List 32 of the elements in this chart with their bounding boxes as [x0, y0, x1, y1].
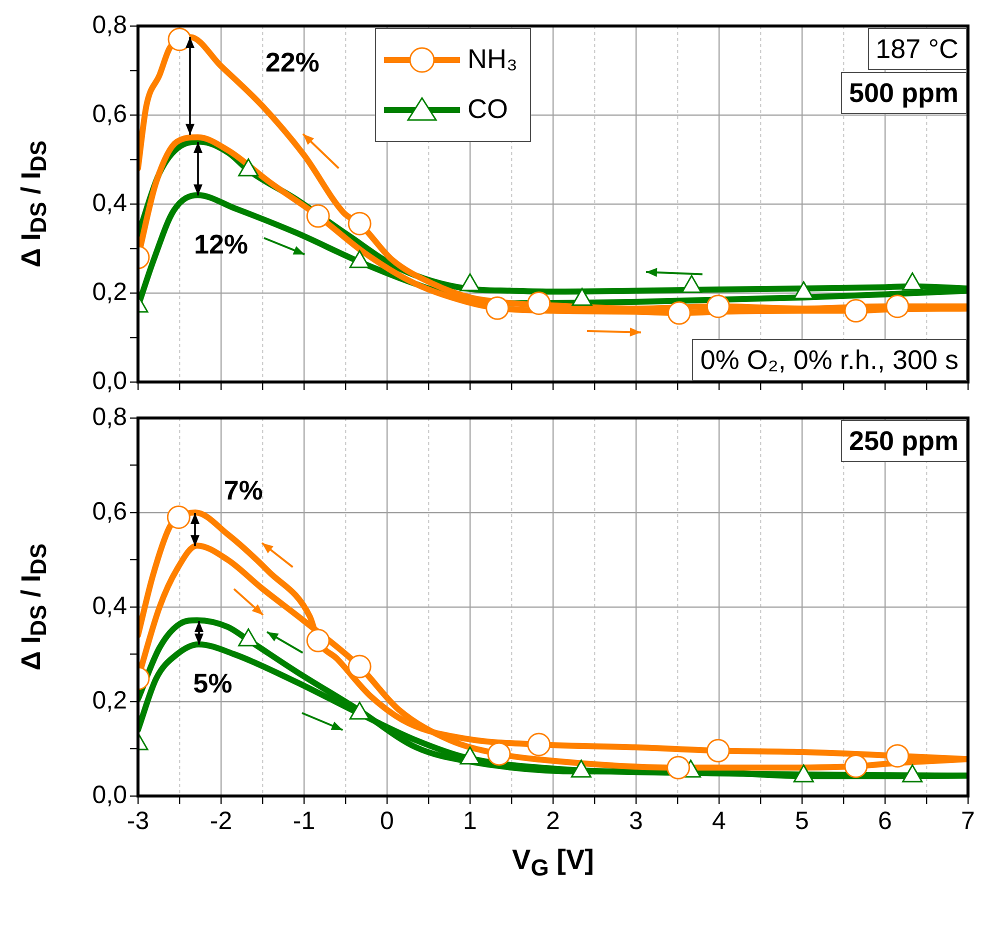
x-axis-title: V$_{G}$ [V] [511, 844, 595, 882]
y-tick-label: 0,2 [92, 278, 127, 306]
x-tick-label: -2 [210, 806, 232, 835]
annotation: 7% [224, 476, 263, 507]
y-tick-label: 0,6 [92, 497, 127, 526]
annotation: 500 ppm [840, 72, 966, 114]
x-tick-label: 4 [712, 806, 726, 835]
annotation: 22% [265, 48, 320, 79]
y-tick-label: 0,8 [92, 402, 127, 431]
x-tick-label: 6 [878, 806, 892, 835]
y-tick-label: 0,0 [92, 366, 127, 395]
x-tick-label: 3 [629, 806, 643, 835]
x-tick-label: -1 [292, 806, 316, 835]
x-tick-label: 5 [795, 806, 809, 835]
y-tick-label: 0,4 [92, 592, 128, 620]
annotation: 0% O₂, 0% r.h., 300 s [692, 338, 966, 380]
y-tick-label: 0,8 [92, 10, 127, 39]
y-tick-label: 0,4 [92, 188, 128, 217]
annotation: 187 °C [868, 28, 966, 70]
annotation: 12% [194, 229, 248, 260]
x-tick-label: 0 [380, 806, 394, 835]
legend-label: CO [468, 94, 508, 125]
x-tick-label: 1 [463, 806, 477, 835]
y-tick-label: 0,0 [92, 780, 127, 809]
legend-label: NH₃ [468, 44, 518, 75]
annotation: 250 ppm [840, 420, 966, 462]
x-tick-label: 7 [961, 806, 975, 835]
x-tick-label: 2 [546, 806, 560, 835]
x-tick-label: -3 [126, 806, 150, 835]
y-tick-label: 0,2 [92, 686, 127, 714]
annotation: 5% [193, 668, 232, 700]
y-tick-label: 0,6 [92, 100, 127, 128]
